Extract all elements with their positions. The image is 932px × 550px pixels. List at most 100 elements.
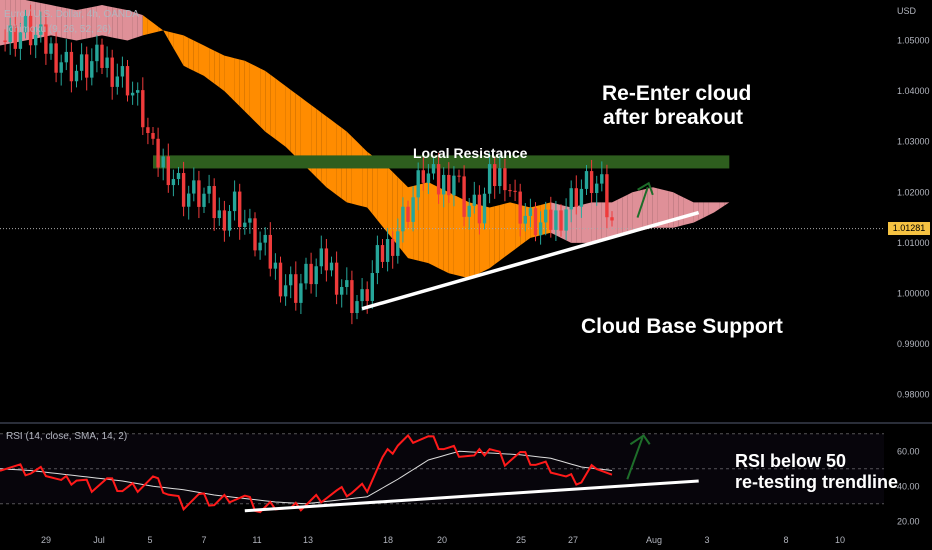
cloud-segment bbox=[652, 187, 658, 228]
cloud-segment bbox=[489, 206, 495, 269]
candle-body bbox=[493, 164, 497, 187]
cloud-segment bbox=[234, 58, 240, 107]
annotation-local-resistance: Local Resistance bbox=[413, 145, 528, 161]
rsi-arrow bbox=[626, 436, 644, 480]
ichimoku-legend: Ichimoku (9, 26, 52, 26) bbox=[6, 24, 112, 35]
cloud-segment bbox=[683, 197, 689, 226]
candle-body bbox=[151, 133, 155, 139]
candle-body bbox=[161, 156, 165, 168]
candle-body bbox=[18, 32, 23, 49]
cloud-segment bbox=[178, 34, 184, 66]
candle-body bbox=[600, 174, 604, 184]
cloud-segment bbox=[632, 191, 638, 233]
candle-body bbox=[523, 215, 527, 224]
cloud-segment bbox=[357, 141, 363, 207]
candle-body bbox=[340, 286, 344, 295]
candle-body bbox=[498, 168, 502, 187]
cloud-segment bbox=[142, 15, 148, 36]
candle-body bbox=[263, 234, 267, 243]
cloud-segment bbox=[204, 45, 210, 80]
candle-body bbox=[380, 245, 385, 262]
annotation-rsi-line2: re-testing trendline bbox=[735, 472, 899, 492]
candle-body bbox=[176, 173, 181, 180]
candle-body bbox=[605, 174, 609, 218]
price-tick-label: 0.99000 bbox=[897, 339, 930, 349]
cloud-segment bbox=[433, 184, 439, 269]
cloud-segment bbox=[265, 70, 271, 136]
candle-body bbox=[467, 205, 471, 217]
cloud-segment bbox=[260, 68, 266, 132]
candle-body bbox=[141, 90, 145, 128]
candle-body bbox=[248, 218, 252, 223]
candle-body bbox=[503, 168, 507, 191]
candle-body bbox=[125, 66, 130, 96]
candle-body bbox=[513, 190, 517, 192]
cloud-segment bbox=[91, 6, 97, 38]
candle-body bbox=[457, 175, 461, 177]
cloud-segment bbox=[168, 31, 174, 49]
cloud-segment bbox=[382, 163, 388, 233]
candle-body bbox=[227, 211, 232, 231]
annotation-reenter-line2: after breakout bbox=[603, 106, 744, 129]
candle-body bbox=[508, 190, 512, 192]
candle-body bbox=[59, 62, 63, 73]
candle-body bbox=[595, 183, 599, 194]
cloud-segment bbox=[494, 204, 500, 265]
cloud-segment bbox=[326, 116, 332, 192]
cloud-segment bbox=[122, 9, 128, 41]
candle-body bbox=[85, 54, 89, 78]
cloud-segment bbox=[0, 0, 6, 46]
candle-body bbox=[299, 283, 303, 303]
candle-body bbox=[406, 206, 410, 222]
candle-body bbox=[268, 234, 272, 269]
time-tick-label: Aug bbox=[646, 535, 662, 545]
annotation-reenter-line1: Re-Enter cloud bbox=[602, 82, 752, 105]
candle-body bbox=[222, 210, 227, 231]
cloud-segment bbox=[147, 18, 153, 35]
candle-body bbox=[8, 25, 12, 43]
candle-body bbox=[90, 61, 94, 78]
currency-label: USD bbox=[897, 6, 917, 16]
rsi-band-fill bbox=[0, 433, 884, 504]
cloud-segment bbox=[591, 202, 597, 243]
candle-body bbox=[146, 127, 150, 134]
cloud-segment bbox=[571, 206, 577, 243]
cloud-segment bbox=[285, 86, 291, 152]
candle-body bbox=[278, 262, 283, 297]
price-tick-label: 1.04000 bbox=[897, 86, 930, 96]
resistance-zone bbox=[153, 155, 730, 169]
rsi-tick-label: 20.00 bbox=[897, 516, 920, 526]
candle-body bbox=[360, 289, 364, 302]
candle-body bbox=[258, 242, 262, 251]
candle-body bbox=[569, 188, 573, 210]
price-tick-label: 1.05000 bbox=[897, 35, 930, 45]
candle-body bbox=[253, 218, 257, 251]
candle-body bbox=[197, 180, 201, 207]
cloud-segment bbox=[137, 13, 143, 38]
time-tick-label: 13 bbox=[303, 535, 313, 545]
candle-body bbox=[181, 173, 186, 207]
cloud-segment bbox=[622, 194, 628, 236]
candle-body bbox=[217, 210, 221, 219]
time-tick-label: 3 bbox=[704, 535, 709, 545]
symbol-title: Euro / U.S. Dollar, 4h, OANDA bbox=[4, 9, 140, 20]
cloud-segment bbox=[219, 53, 225, 92]
candle-body bbox=[396, 231, 400, 256]
breakout-arrow-head bbox=[637, 181, 654, 196]
candle-body bbox=[120, 66, 125, 77]
cloud-segment bbox=[249, 63, 255, 122]
rsi-line bbox=[0, 433, 613, 514]
cloud-segment bbox=[280, 82, 286, 147]
cloud-segment bbox=[372, 155, 378, 221]
candle-body bbox=[273, 262, 278, 269]
cloud-segment bbox=[617, 197, 623, 237]
cloud-segment bbox=[688, 199, 694, 224]
cloud-segment bbox=[724, 202, 730, 206]
time-tick-label: 11 bbox=[252, 535, 261, 545]
candle-body bbox=[518, 191, 522, 224]
candle-body bbox=[238, 191, 242, 227]
cloud-segment bbox=[173, 32, 179, 57]
cloud-segment bbox=[81, 8, 87, 40]
rsi-arrow-head bbox=[629, 434, 651, 446]
